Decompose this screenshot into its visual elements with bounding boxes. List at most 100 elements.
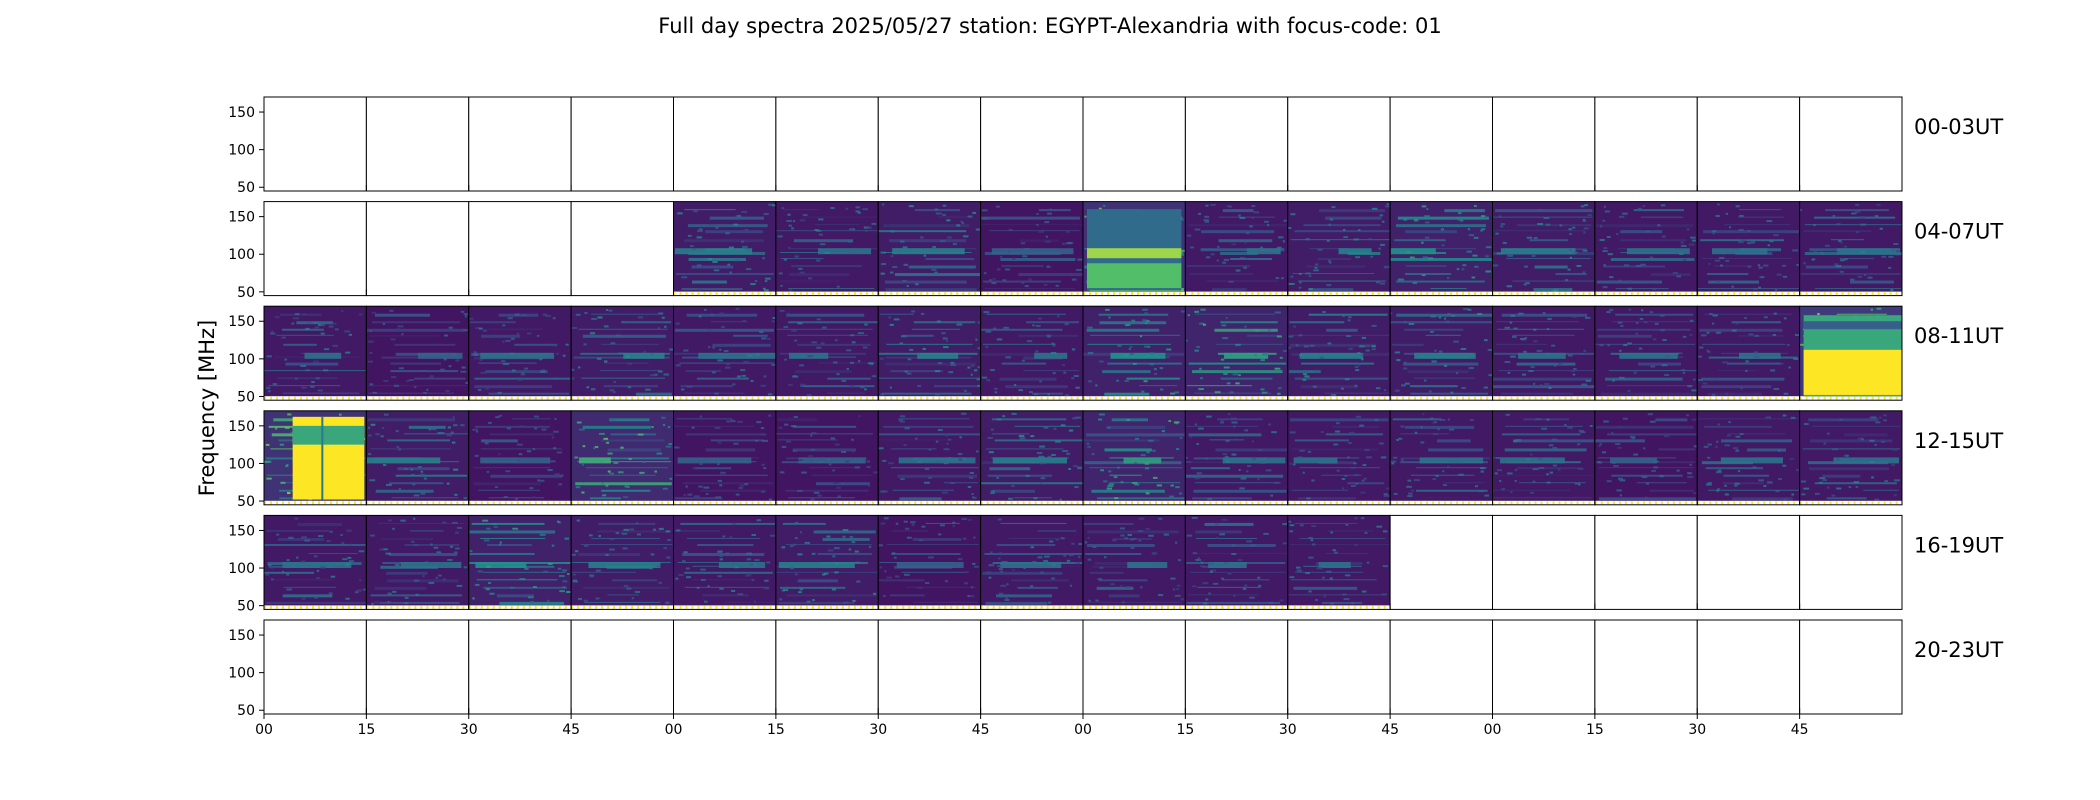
spectrum-band xyxy=(938,216,969,218)
spectrum-band xyxy=(813,530,876,534)
spectrum-band xyxy=(1317,258,1351,260)
spectrum-speckle xyxy=(1175,486,1180,489)
spectrum-speckle xyxy=(726,420,732,423)
spectrum-band xyxy=(1325,553,1368,554)
spectrum-speckle xyxy=(1358,229,1361,232)
spectrum-band xyxy=(481,334,521,338)
spectrum-speckle xyxy=(1260,359,1265,362)
spectrum-speckle xyxy=(1223,258,1229,261)
spectrum-speckle xyxy=(1114,497,1119,500)
spectrum-speckle xyxy=(1638,347,1643,350)
spectrum-speckle xyxy=(1410,489,1415,492)
spectrum-speckle xyxy=(510,586,515,589)
spectrum-speckle xyxy=(924,468,930,471)
spectrum-speckle xyxy=(1221,324,1227,327)
spectrum-band xyxy=(697,543,754,546)
spectrum-speckle xyxy=(1305,238,1310,241)
spectrum-speckle xyxy=(1814,492,1820,495)
spectrum-speckle xyxy=(1196,472,1202,475)
spectrum-band xyxy=(1087,343,1171,345)
spectrum-speckle xyxy=(1619,494,1622,497)
spectrum-band xyxy=(474,385,552,389)
emission-patch xyxy=(1110,352,1166,359)
spectrum-speckle xyxy=(667,426,671,429)
spectrum-speckle xyxy=(1192,552,1198,555)
spectrum-band xyxy=(581,377,666,379)
spectrum-speckle xyxy=(732,420,736,423)
spectrum-speckle xyxy=(1384,266,1388,269)
spectrum-speckle xyxy=(1130,353,1134,356)
spectrum-speckle xyxy=(942,213,946,216)
panel-background xyxy=(1799,620,1902,714)
spectrum-band xyxy=(1085,553,1142,555)
spectrum-speckle xyxy=(668,443,673,446)
spectrum-speckle xyxy=(1735,435,1741,438)
spectrum-speckle xyxy=(771,320,776,323)
spectrum-speckle xyxy=(453,424,458,427)
spectrum-speckle xyxy=(957,452,963,455)
spectrum-band xyxy=(1529,239,1568,242)
spectrum-band xyxy=(1017,586,1058,589)
spectrum-speckle xyxy=(512,527,519,530)
spectrum-band xyxy=(1731,321,1782,324)
spectrum-speckle xyxy=(1672,271,1679,274)
spectrum-speckle xyxy=(373,601,380,604)
spectrum-band xyxy=(1597,328,1691,331)
spectrum-speckle xyxy=(1254,329,1260,332)
spectrum-speckle xyxy=(1781,264,1787,267)
spectrum-speckle xyxy=(1547,317,1552,320)
spectrum-speckle xyxy=(1253,211,1260,214)
spectrum-band xyxy=(1493,216,1593,218)
spectrum-band xyxy=(607,448,661,452)
spectrum-speckle xyxy=(1124,537,1129,540)
spectrum-speckle xyxy=(551,544,555,547)
spectrum-speckle xyxy=(1422,256,1428,259)
spectrum-band xyxy=(1194,313,1275,315)
spectrum-speckle xyxy=(1531,254,1536,257)
spectrum-speckle xyxy=(744,228,749,231)
spectrum-speckle xyxy=(318,535,324,538)
spectrum-speckle xyxy=(1244,325,1247,328)
spectrum-speckle xyxy=(1274,367,1281,370)
spectrum-speckle xyxy=(693,210,698,213)
spectrum-speckle xyxy=(1310,539,1314,542)
spectrum-speckle xyxy=(286,559,290,562)
spectrum-speckle xyxy=(947,438,952,441)
spectrum-speckle xyxy=(723,349,729,352)
spectrum-speckle xyxy=(521,372,524,375)
spectrum-speckle xyxy=(1514,479,1517,482)
spectrum-speckle xyxy=(705,493,709,496)
spectrum-speckle xyxy=(1478,490,1484,493)
spectrum-band xyxy=(1596,425,1694,429)
spectrum-speckle xyxy=(1537,209,1542,212)
spectrum-speckle xyxy=(1251,205,1256,208)
spectrum-speckle xyxy=(961,222,965,225)
spectrum-band xyxy=(705,448,756,452)
spectrum-band xyxy=(1594,439,1645,443)
spectrum-speckle xyxy=(274,316,280,319)
spectrum-speckle xyxy=(990,428,994,431)
spectrum-speckle xyxy=(658,581,662,584)
spectrum-speckle xyxy=(615,532,620,535)
spectrum-speckle xyxy=(664,325,667,328)
spectrum-speckle xyxy=(1747,242,1751,245)
spectrum-speckle xyxy=(1214,523,1220,526)
spectrum-speckle xyxy=(986,379,991,382)
panel-border xyxy=(1799,619,1903,715)
spectrum-speckle xyxy=(1354,543,1358,546)
spectrum-band xyxy=(980,352,1057,356)
spectrum-speckle xyxy=(1703,445,1709,448)
spectrum-speckle xyxy=(1267,329,1271,332)
spectrum-band xyxy=(1850,280,1894,284)
spectrum-speckle xyxy=(575,313,581,316)
spectrum-band xyxy=(610,433,656,436)
spectrum-speckle xyxy=(505,470,511,473)
spectrum-panel xyxy=(1287,305,1391,401)
spectrum-speckle xyxy=(1049,208,1052,211)
spectrum-speckle xyxy=(812,599,815,602)
spectrum-speckle xyxy=(566,591,571,594)
spectrum-speckle xyxy=(1403,218,1408,221)
spectrum-speckle xyxy=(625,355,630,358)
spectrum-speckle xyxy=(268,563,272,566)
spectrum-speckle xyxy=(834,571,839,574)
